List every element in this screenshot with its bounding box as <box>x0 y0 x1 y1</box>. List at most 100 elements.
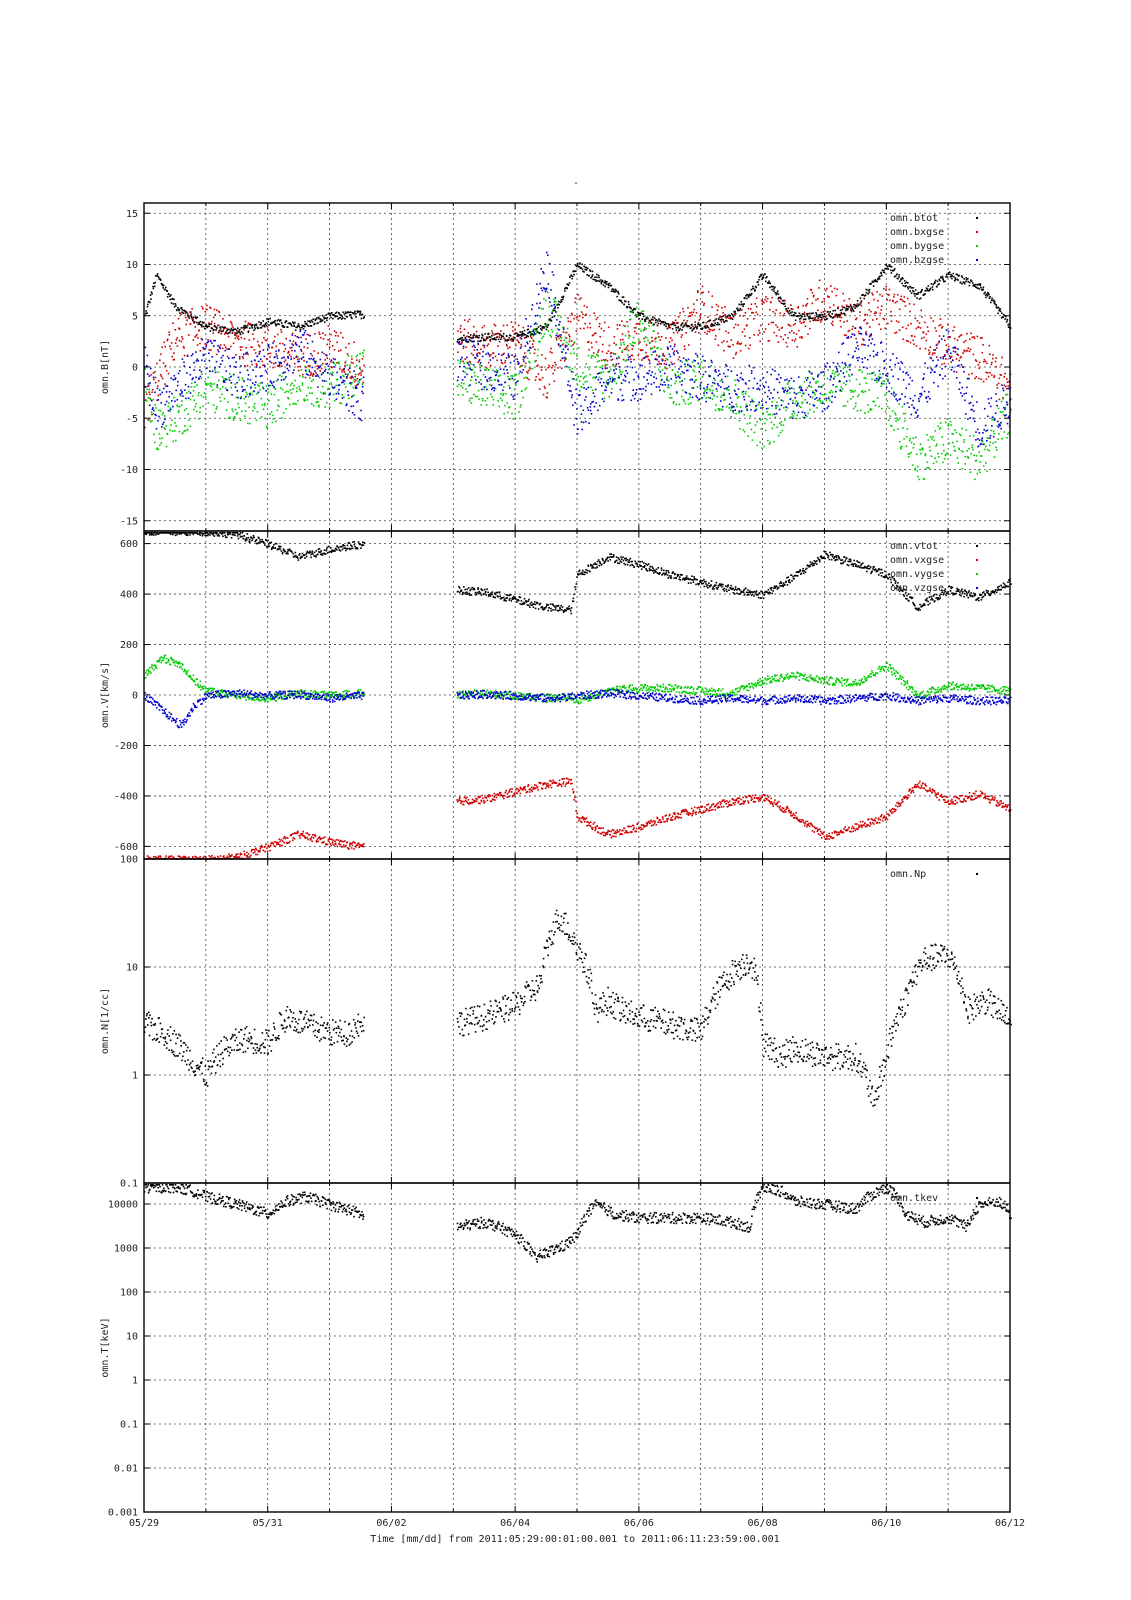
data-point <box>349 382 352 384</box>
data-point <box>332 361 334 364</box>
data-point <box>604 367 607 370</box>
data-point <box>484 369 486 371</box>
data-point <box>879 293 881 296</box>
data-point <box>631 309 634 312</box>
data-point <box>539 315 541 318</box>
data-point <box>494 370 496 373</box>
data-point <box>189 323 192 325</box>
data-point <box>801 389 804 392</box>
data-point <box>254 387 257 389</box>
data-point <box>945 273 948 276</box>
data-point <box>221 347 224 350</box>
data-point <box>893 391 895 393</box>
data-point <box>627 349 630 352</box>
data-point <box>496 336 499 338</box>
data-point <box>760 407 762 409</box>
data-point <box>541 329 543 331</box>
data-point <box>242 357 245 360</box>
data-point <box>213 345 215 347</box>
data-point <box>687 307 689 309</box>
data-point <box>211 327 213 330</box>
data-point <box>254 384 256 386</box>
data-point <box>887 322 889 325</box>
data-point <box>330 372 332 374</box>
data-point <box>569 368 571 371</box>
data-point <box>358 360 361 363</box>
data-point <box>752 366 755 369</box>
data-point <box>669 323 671 326</box>
data-point <box>792 402 794 404</box>
data-point <box>604 363 606 366</box>
data-point <box>780 298 782 300</box>
data-point <box>850 307 852 310</box>
data-point <box>466 356 468 359</box>
data-point <box>315 317 318 319</box>
data-point <box>326 357 328 359</box>
data-point <box>576 433 579 435</box>
data-point <box>985 378 988 380</box>
data-point <box>312 373 315 376</box>
data-point <box>892 300 894 303</box>
data-point <box>865 332 867 335</box>
data-point <box>928 446 931 448</box>
data-point <box>604 280 606 282</box>
data-point <box>947 323 949 326</box>
data-point <box>744 344 747 347</box>
data-point <box>147 303 149 306</box>
data-point <box>611 387 613 390</box>
data-point <box>594 276 596 278</box>
data-point <box>522 358 525 361</box>
data-point <box>149 397 151 400</box>
data-point <box>307 365 310 367</box>
data-point <box>246 326 248 329</box>
data-point <box>958 447 960 450</box>
data-point <box>164 383 166 385</box>
data-point <box>459 365 461 368</box>
data-point <box>663 362 666 365</box>
data-point <box>742 305 744 308</box>
data-point <box>908 303 911 305</box>
data-point <box>506 335 508 337</box>
data-point <box>477 361 479 364</box>
data-point <box>613 342 615 344</box>
data-point <box>189 425 192 428</box>
data-point <box>220 333 223 335</box>
data-point <box>896 417 899 419</box>
data-point <box>262 387 265 390</box>
data-point <box>528 378 530 381</box>
data-point <box>633 307 635 310</box>
data-point <box>932 283 935 286</box>
data-point <box>469 367 471 370</box>
data-point <box>1002 411 1004 413</box>
data-point <box>698 398 700 400</box>
data-point <box>238 330 240 333</box>
data-point <box>791 311 793 313</box>
data-point <box>682 326 684 328</box>
data-point <box>577 319 580 322</box>
data-point <box>788 392 791 394</box>
data-point <box>573 273 575 276</box>
data-point <box>738 380 740 382</box>
data-point <box>196 358 199 361</box>
data-point <box>862 338 864 340</box>
data-point <box>982 344 984 346</box>
data-point <box>784 389 786 392</box>
data-point <box>623 303 625 306</box>
data-point <box>242 332 244 335</box>
data-point <box>195 376 197 379</box>
data-point <box>346 315 348 318</box>
data-point <box>972 448 974 451</box>
data-point <box>670 361 673 364</box>
data-point <box>548 262 551 265</box>
data-point <box>1010 408 1012 411</box>
data-point <box>877 306 879 309</box>
data-point <box>304 376 307 379</box>
data-point <box>309 321 312 323</box>
data-point <box>621 394 624 397</box>
data-point <box>657 320 659 322</box>
data-point <box>670 397 673 399</box>
data-point <box>797 306 800 308</box>
data-point <box>904 282 907 284</box>
data-point <box>830 376 832 378</box>
data-point <box>621 320 623 322</box>
